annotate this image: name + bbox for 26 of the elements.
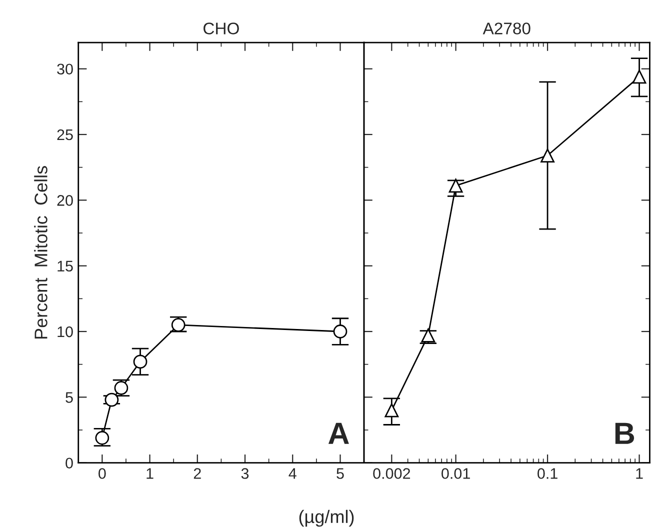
chart-title: CHO bbox=[204, 22, 239, 34]
y-tick-label: 20 bbox=[57, 195, 73, 206]
point bbox=[133, 354, 148, 369]
x-tick-label: 0.002 bbox=[373, 468, 410, 479]
x-tick-label: 0.1 bbox=[538, 468, 558, 479]
x-tick-label: 0 bbox=[98, 468, 106, 479]
y-axis-title: Percent Mitotic Cells bbox=[34, 166, 48, 339]
x-tick-label: 2 bbox=[194, 468, 201, 479]
y-tick-label: 15 bbox=[58, 260, 73, 272]
annotation: A bbox=[328, 422, 349, 444]
y-tick-label: 10 bbox=[58, 326, 73, 338]
x-tick-label: 1 bbox=[636, 468, 643, 479]
point bbox=[333, 324, 348, 338]
x-tick-label: 3 bbox=[241, 468, 249, 479]
x-tick-label: 1 bbox=[146, 468, 154, 479]
x-tick-label: 0.01 bbox=[442, 468, 470, 479]
x-tick-label: 5 bbox=[336, 468, 344, 479]
y-tick-label: 5 bbox=[66, 392, 73, 403]
point bbox=[95, 430, 110, 445]
x-axis-title: (µg/ml) bbox=[299, 510, 354, 527]
annotation: B bbox=[615, 422, 634, 444]
y-tick-label: 25 bbox=[57, 129, 73, 140]
y-tick-label: 30 bbox=[57, 64, 73, 75]
chart-title: A2780 bbox=[482, 22, 530, 34]
x-tick-label: 4 bbox=[288, 468, 296, 479]
y-tick-label: 0 bbox=[66, 458, 73, 469]
